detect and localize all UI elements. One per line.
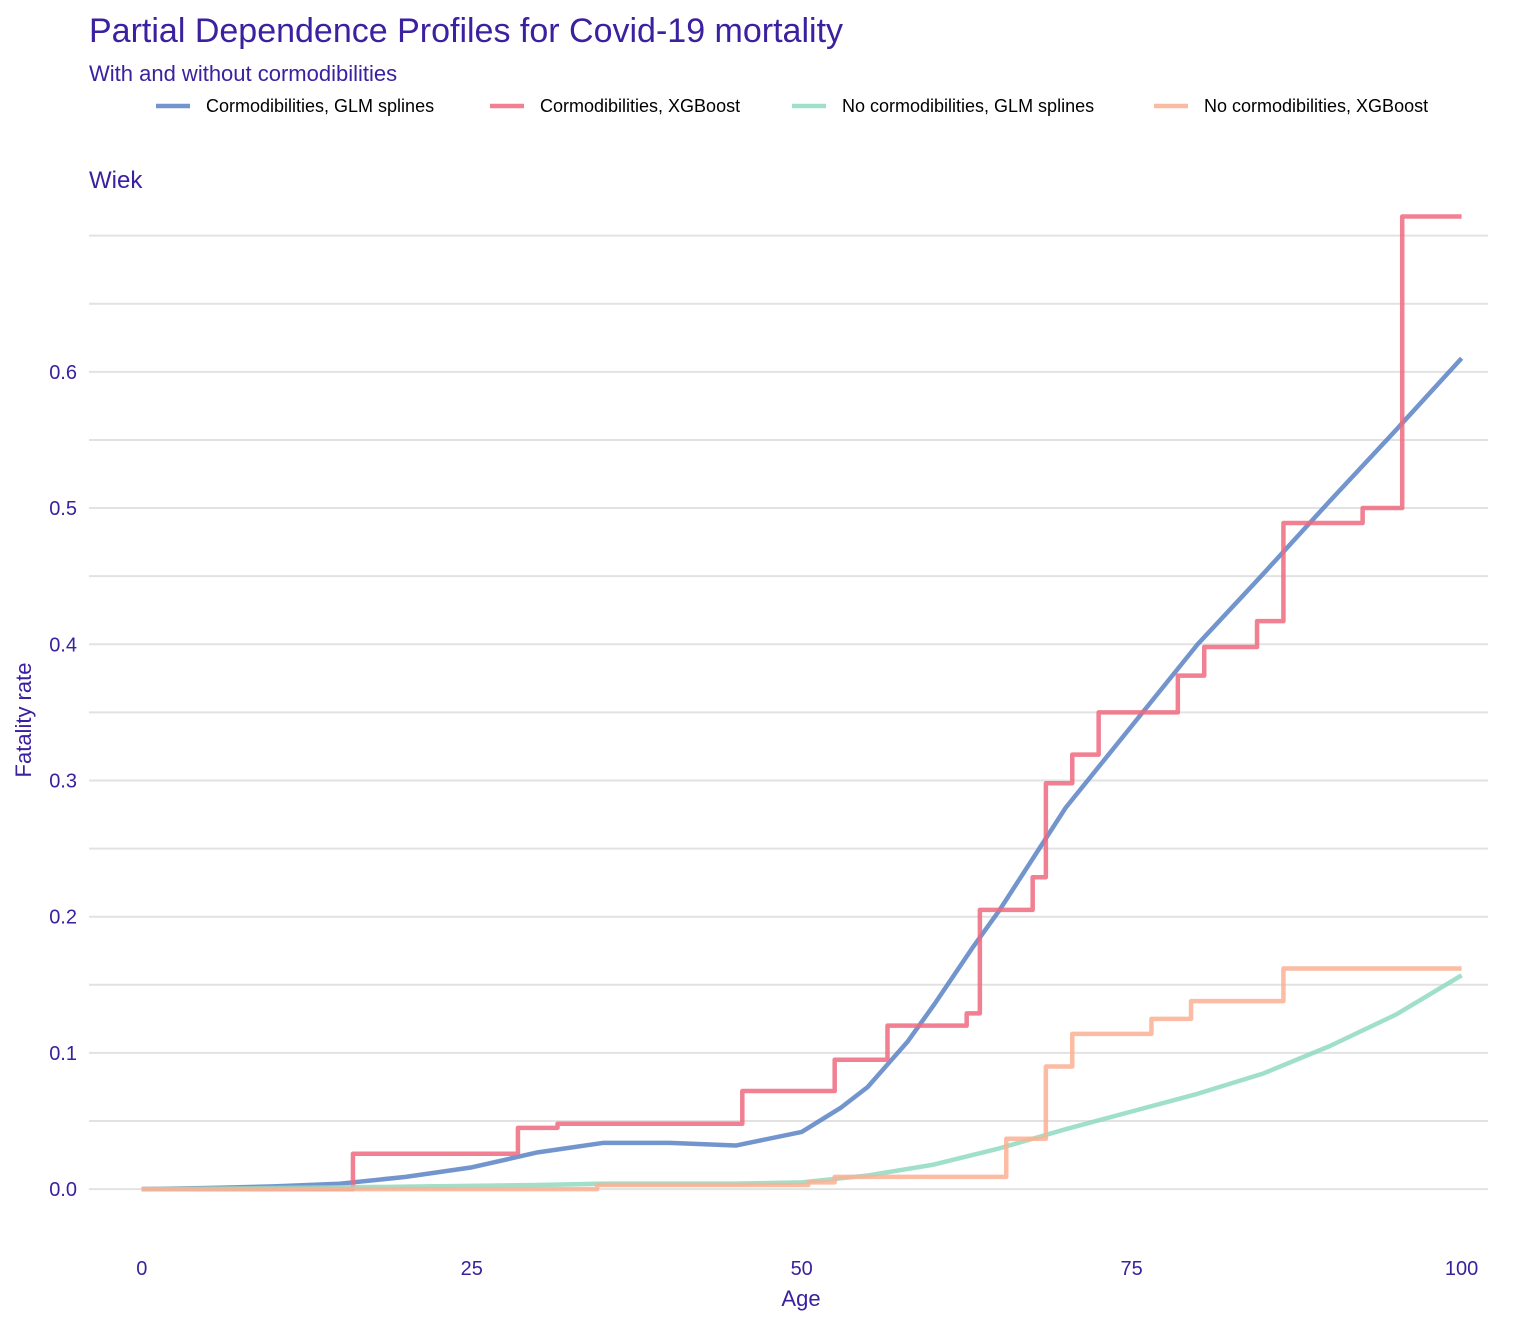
x-axis-ticks: 0 25 50 75 100 [136,1258,1478,1280]
series-line-4 [141,966,1462,1192]
y-tick-label: 0.6 [49,362,77,384]
y-tick-label: 0.2 [49,907,77,929]
series-line-3 [141,973,1463,1192]
series-line-1 [141,356,1464,1192]
legend-label: No cormodibilities, XGBoost [1204,96,1428,116]
x-axis-title: Age [781,1286,820,1311]
series-line-2 [141,214,1462,1192]
y-axis-ticks: 0.0 0.1 0.2 0.3 0.4 0.5 0.6 [49,362,77,1201]
x-tick-label: 75 [1121,1258,1143,1280]
y-tick-label: 0.3 [49,770,77,792]
series-lines [141,214,1464,1192]
chart-title: Partial Dependence Profiles for Covid-19… [89,12,843,50]
x-tick-label: 0 [136,1258,147,1280]
y-axis-title: Fatality rate [11,663,36,778]
gridlines [89,234,1488,1191]
x-tick-label: 100 [1445,1258,1478,1280]
panel-label: Wiek [89,167,143,194]
chart-subtitle: With and without cormodibilities [89,61,397,86]
y-tick-label: 0.0 [49,1179,77,1201]
x-tick-label: 25 [461,1258,483,1280]
legend-label: No cormodibilities, GLM splines [842,96,1094,116]
legend-label: Cormodibilities, GLM splines [206,96,434,116]
y-tick-label: 0.5 [49,498,77,520]
x-tick-label: 50 [791,1258,813,1280]
y-tick-label: 0.1 [49,1043,77,1065]
legend: Cormodibilities, GLM splines Cormodibilit… [156,96,1428,116]
y-tick-label: 0.4 [49,634,77,656]
legend-label: Cormodibilities, XGBoost [540,96,740,116]
